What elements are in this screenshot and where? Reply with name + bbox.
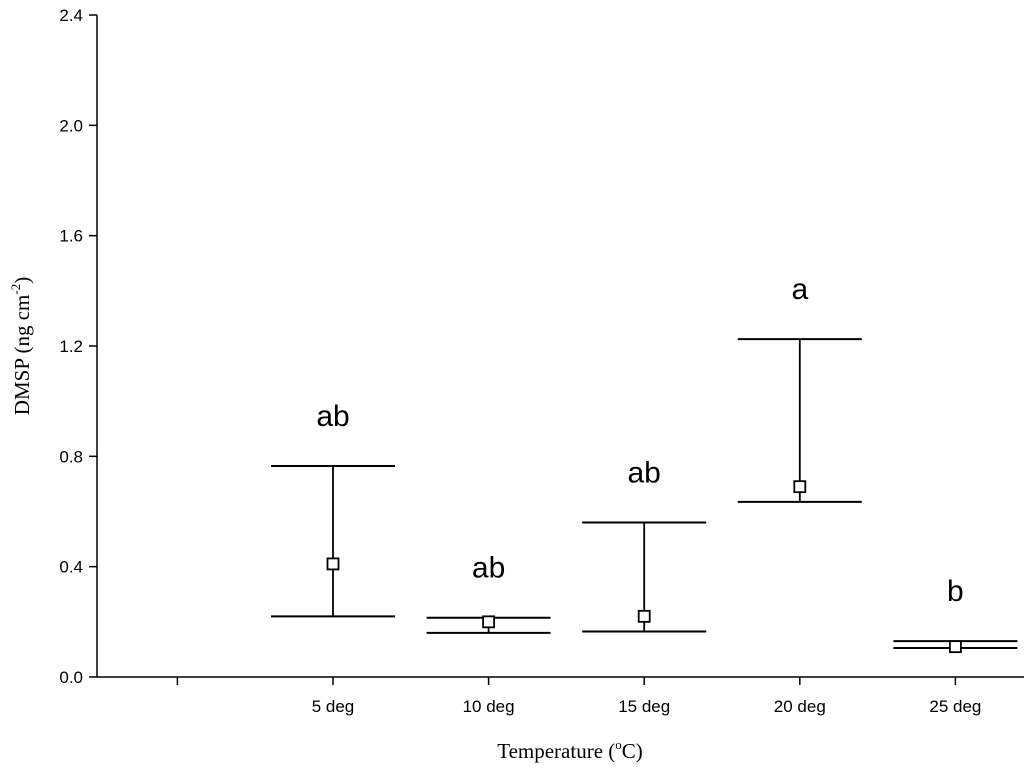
y-tick-label: 1.6 [59, 227, 83, 246]
significance-label: b [947, 575, 964, 608]
mean-point [949, 640, 962, 654]
y-tick-label: 0.4 [59, 558, 83, 577]
y-tick-label: 1.2 [59, 337, 83, 356]
mean-point [637, 609, 651, 623]
x-tick-label: 5 deg [312, 697, 355, 716]
mean-point [793, 480, 807, 494]
significance-label: ab [316, 400, 349, 433]
y-tick-label: 0.0 [59, 668, 83, 687]
y-ticks: 0.0 0.4 0.8 1.2 1.6 2.0 2.4 [59, 6, 97, 687]
mean-point [482, 615, 496, 629]
x-ticks: 5 deg 10 deg 15 deg 20 deg 25 deg [176, 677, 981, 716]
y-tick-label: 2.4 [59, 6, 83, 25]
significance-label: ab [472, 552, 505, 585]
x-tick-label: 10 deg [463, 697, 515, 716]
x-axis-title: Temperature (oC) [497, 737, 643, 763]
significance-label: a [791, 273, 808, 306]
mean-point [326, 557, 340, 571]
x-tick-label: 20 deg [774, 697, 826, 716]
x-tick-label: 25 deg [929, 697, 981, 716]
x-tick-label: 15 deg [618, 697, 670, 716]
y-axis-title: DMSP (ng cm-2) [8, 277, 34, 415]
x-axis: 5 deg 10 deg 15 deg 20 deg 25 deg [97, 676, 1024, 716]
y-tick-label: 2.0 [59, 116, 83, 135]
y-tick-label: 0.8 [59, 447, 83, 466]
significance-label: ab [628, 457, 661, 490]
y-axis: 0.0 0.4 0.8 1.2 1.6 2.0 2.4 [59, 6, 98, 687]
